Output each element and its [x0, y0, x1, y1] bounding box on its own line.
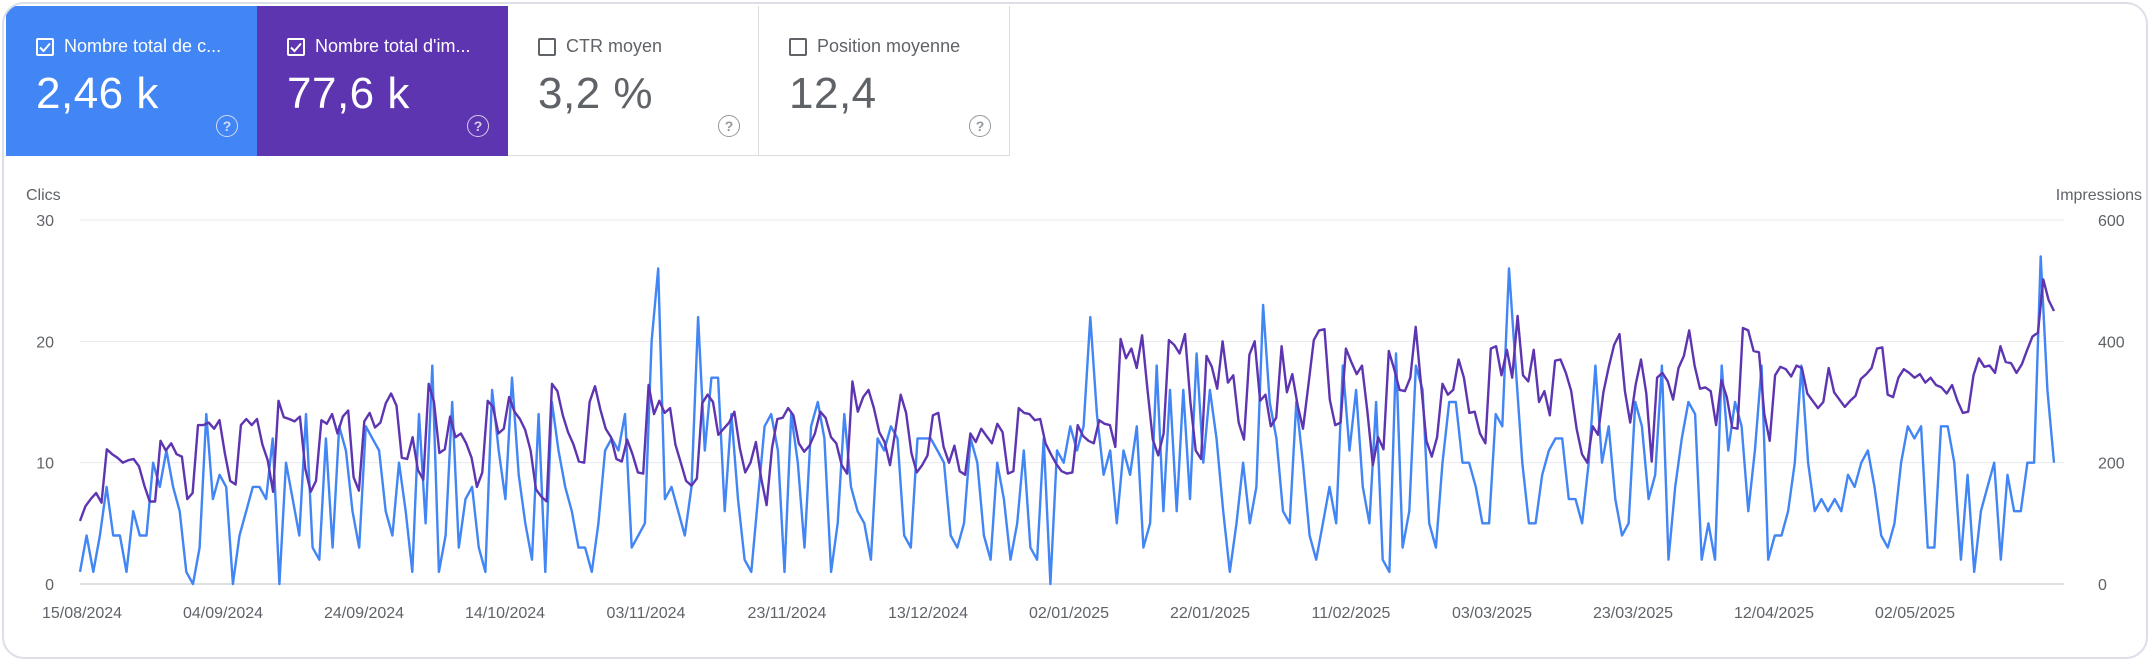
x-tick-label: 11/02/2025	[1312, 605, 1391, 622]
x-tick-label: 04/09/2024	[183, 605, 263, 622]
left-tick-label: 0	[45, 577, 54, 594]
help-icon[interactable]: ?	[216, 115, 238, 137]
help-icon[interactable]: ?	[467, 115, 489, 137]
x-tick-label: 23/03/2025	[1593, 605, 1673, 622]
x-tick-label: 23/11/2024	[748, 605, 827, 622]
metric-value: 3,2 %	[538, 69, 654, 118]
checkbox-unchecked-icon[interactable]	[789, 37, 807, 56]
series-line-impressions	[78, 278, 2056, 522]
checkbox-checked-icon[interactable]	[36, 37, 54, 56]
left-axis-title: Clics	[26, 187, 61, 204]
metric-card-clicks[interactable]: Nombre total de c... 2,46 k ?	[6, 6, 257, 156]
x-tick-label: 24/09/2024	[324, 605, 404, 622]
metric-value: 77,6 k	[287, 69, 410, 118]
x-tick-label: 14/10/2024	[465, 605, 545, 622]
checkbox-unchecked-icon[interactable]	[538, 37, 556, 56]
help-icon[interactable]: ?	[718, 115, 740, 137]
x-tick-label: 02/01/2025	[1029, 605, 1109, 622]
right-tick-label: 400	[2098, 334, 2125, 351]
metric-card-position[interactable]: Position moyenne 12,4 ?	[759, 6, 1010, 156]
metric-card-ctr[interactable]: CTR moyen 3,2 % ?	[508, 6, 759, 156]
checkbox-checked-icon[interactable]	[287, 37, 305, 56]
x-tick-label: 12/04/2025	[1734, 605, 1814, 622]
x-tick-label: 13/12/2024	[888, 605, 968, 622]
x-tick-label: 02/05/2025	[1875, 605, 1955, 622]
left-tick-label: 10	[36, 456, 54, 473]
right-tick-label: 200	[2098, 456, 2125, 473]
metric-cards: Nombre total de c... 2,46 k ? Nombre tot…	[6, 6, 1010, 156]
performance-chart[interactable]: 0 10 20 30 0 200 400 600 15/08/2024 04/09/2024 24/…	[4, 4, 2148, 659]
right-tick-label: 0	[2098, 577, 2107, 594]
x-tick-label: 22/01/2025	[1170, 605, 1250, 622]
metric-value: 12,4	[789, 69, 877, 118]
left-tick-label: 20	[36, 334, 54, 351]
left-tick-label: 30	[36, 213, 54, 230]
right-tick-label: 600	[2098, 213, 2125, 230]
right-axis-title: Impressions	[2055, 187, 2142, 204]
x-tick-label: 03/03/2025	[1452, 605, 1532, 622]
x-tick-label: 03/11/2024	[607, 605, 686, 622]
series-line-clics	[78, 255, 2056, 586]
x-tick-label: 15/08/2024	[42, 605, 122, 622]
metric-value: 2,46 k	[36, 69, 159, 118]
metric-card-impressions[interactable]: Nombre total d'im... 77,6 k ?	[257, 6, 508, 156]
help-icon[interactable]: ?	[969, 115, 991, 137]
